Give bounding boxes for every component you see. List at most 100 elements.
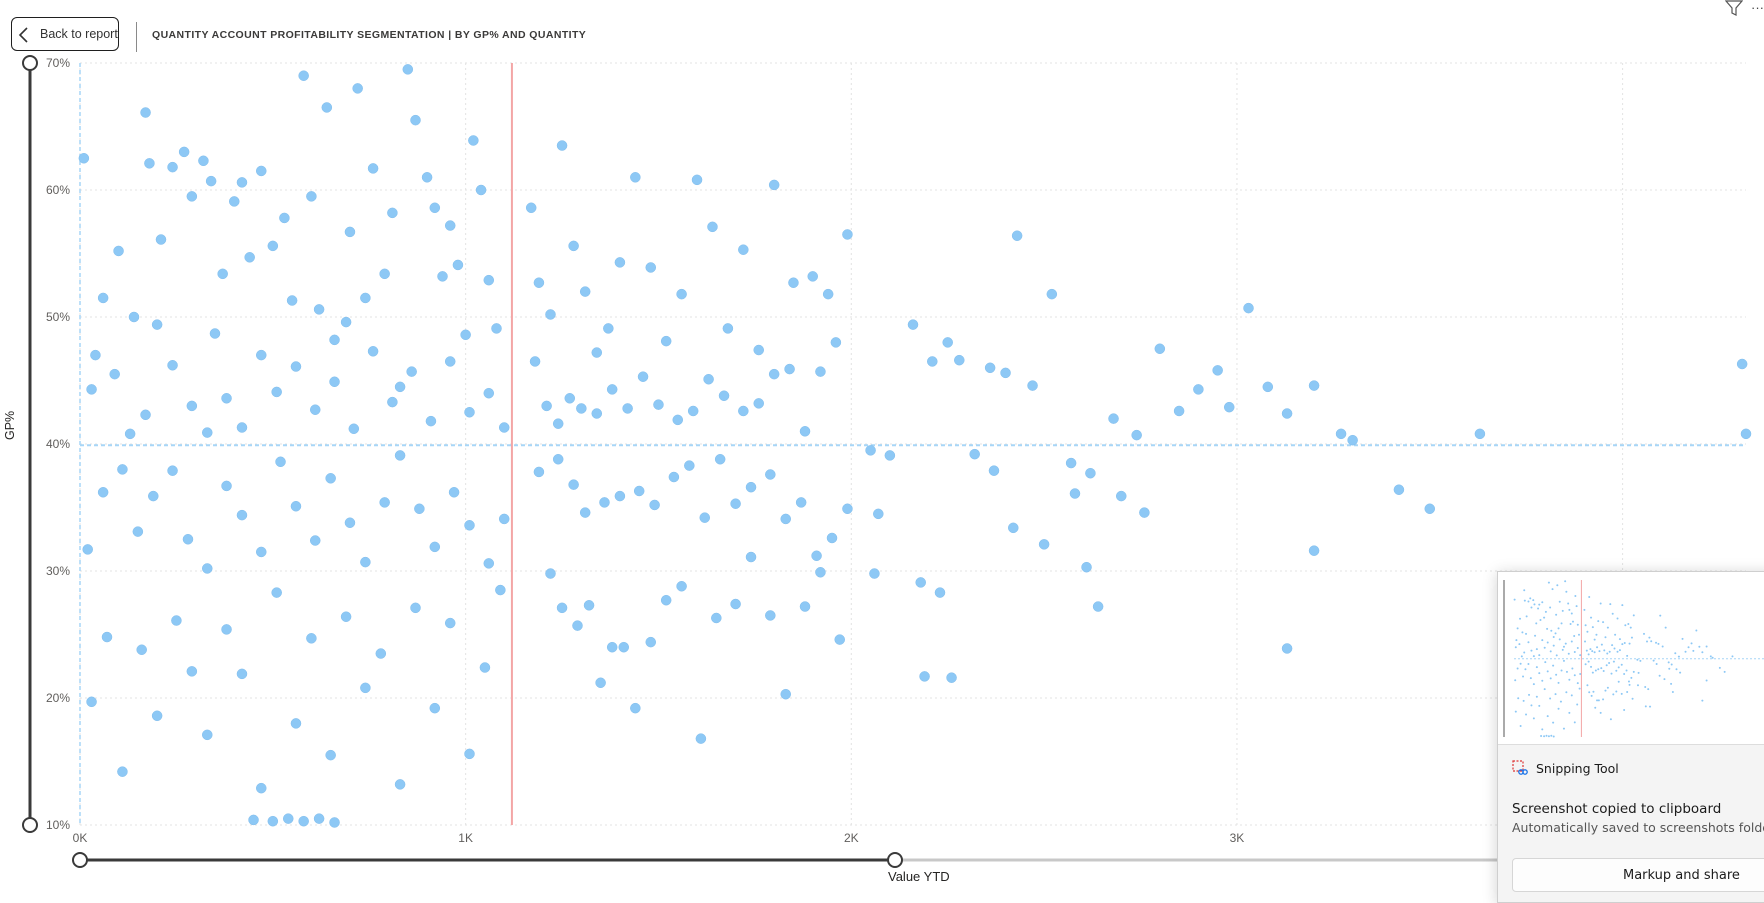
- data-point[interactable]: [325, 749, 336, 761]
- data-point[interactable]: [707, 221, 718, 233]
- data-point[interactable]: [1736, 358, 1748, 370]
- data-point[interactable]: [745, 551, 757, 563]
- data-point[interactable]: [884, 450, 896, 461]
- data-point[interactable]: [464, 520, 475, 531]
- data-point[interactable]: [768, 368, 780, 380]
- data-point[interactable]: [367, 163, 379, 174]
- data-point[interactable]: [352, 83, 363, 94]
- data-point[interactable]: [660, 335, 672, 347]
- data-point[interactable]: [97, 487, 109, 498]
- data-point[interactable]: [379, 497, 390, 508]
- data-point[interactable]: [529, 356, 541, 367]
- data-point[interactable]: [117, 766, 128, 777]
- data-point[interactable]: [148, 490, 159, 502]
- data-point[interactable]: [86, 696, 97, 708]
- data-point[interactable]: [171, 615, 182, 626]
- x-slider-handle-right[interactable]: [887, 852, 903, 868]
- data-point[interactable]: [830, 337, 842, 348]
- data-point[interactable]: [583, 600, 595, 611]
- data-point[interactable]: [483, 558, 495, 569]
- data-point[interactable]: [1092, 601, 1104, 612]
- data-point[interactable]: [321, 102, 333, 113]
- data-point[interactable]: [1139, 507, 1150, 518]
- data-point[interactable]: [556, 140, 568, 151]
- data-point[interactable]: [221, 393, 232, 404]
- data-point[interactable]: [306, 633, 317, 644]
- data-point[interactable]: [236, 668, 248, 680]
- data-point[interactable]: [178, 146, 190, 158]
- data-point[interactable]: [483, 387, 495, 399]
- data-point[interactable]: [568, 240, 579, 252]
- data-point[interactable]: [360, 556, 371, 568]
- data-point[interactable]: [256, 546, 267, 558]
- data-point[interactable]: [695, 733, 707, 744]
- data-point[interactable]: [599, 497, 610, 508]
- data-point[interactable]: [1281, 408, 1293, 419]
- data-point[interactable]: [344, 226, 356, 238]
- data-point[interactable]: [699, 512, 710, 523]
- data-point[interactable]: [464, 407, 475, 418]
- data-point[interactable]: [329, 334, 340, 346]
- data-point[interactable]: [151, 710, 163, 722]
- data-point[interactable]: [969, 448, 980, 460]
- data-point[interactable]: [630, 702, 641, 714]
- data-point[interactable]: [714, 453, 726, 465]
- data-point[interactable]: [444, 220, 456, 231]
- data-point[interactable]: [780, 513, 791, 525]
- data-point[interactable]: [630, 172, 641, 183]
- data-point[interactable]: [290, 361, 302, 372]
- data-point[interactable]: [815, 366, 826, 377]
- data-point[interactable]: [495, 584, 506, 596]
- data-point[interactable]: [256, 165, 267, 177]
- data-point[interactable]: [1212, 365, 1223, 376]
- data-point[interactable]: [606, 641, 618, 653]
- data-point[interactable]: [313, 304, 325, 315]
- data-point[interactable]: [591, 408, 603, 419]
- data-point[interactable]: [1424, 503, 1436, 515]
- back-to-report-button[interactable]: Back to report: [11, 17, 119, 51]
- data-point[interactable]: [834, 634, 845, 645]
- data-point[interactable]: [124, 428, 136, 440]
- data-point[interactable]: [248, 814, 259, 826]
- data-point[interactable]: [822, 288, 834, 300]
- data-point[interactable]: [205, 175, 217, 187]
- data-point[interactable]: [865, 445, 876, 456]
- data-point[interactable]: [676, 580, 687, 592]
- data-point[interactable]: [1308, 380, 1320, 391]
- data-point[interactable]: [788, 277, 799, 288]
- data-point[interactable]: [919, 671, 930, 682]
- data-point[interactable]: [198, 155, 209, 167]
- data-point[interactable]: [753, 398, 764, 409]
- data-point[interactable]: [402, 64, 414, 75]
- data-point[interactable]: [498, 422, 510, 433]
- data-point[interactable]: [209, 328, 221, 339]
- data-point[interactable]: [429, 541, 441, 553]
- data-point[interactable]: [1262, 381, 1274, 393]
- data-point[interactable]: [1131, 429, 1142, 441]
- data-point[interactable]: [942, 337, 953, 348]
- data-point[interactable]: [309, 535, 321, 546]
- data-point[interactable]: [552, 418, 564, 429]
- data-point[interactable]: [298, 70, 309, 81]
- data-point[interactable]: [1308, 545, 1320, 556]
- more-options-icon[interactable]: ···: [1751, 0, 1764, 15]
- data-point[interactable]: [283, 813, 294, 824]
- data-point[interactable]: [410, 114, 421, 126]
- data-point[interactable]: [429, 202, 441, 214]
- data-point[interactable]: [703, 373, 714, 385]
- data-point[interactable]: [1038, 539, 1050, 550]
- data-point[interactable]: [637, 371, 649, 382]
- data-point[interactable]: [622, 403, 633, 414]
- data-point[interactable]: [676, 288, 687, 300]
- data-point[interactable]: [202, 427, 213, 438]
- data-point[interactable]: [444, 356, 456, 367]
- data-point[interactable]: [907, 319, 919, 330]
- data-point[interactable]: [186, 666, 198, 677]
- data-point[interactable]: [784, 363, 795, 375]
- data-point[interactable]: [256, 349, 267, 361]
- data-point[interactable]: [360, 292, 371, 304]
- data-point[interactable]: [541, 400, 552, 412]
- data-point[interactable]: [869, 568, 880, 579]
- data-point[interactable]: [167, 161, 178, 173]
- data-point[interactable]: [421, 172, 433, 183]
